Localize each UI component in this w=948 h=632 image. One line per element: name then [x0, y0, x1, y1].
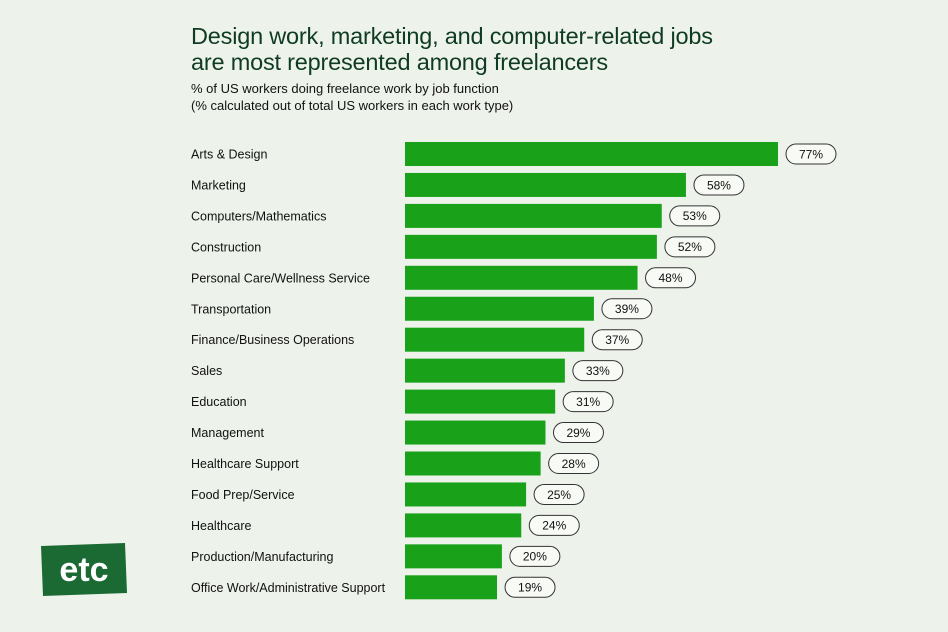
bar — [405, 327, 585, 352]
value-label: 58% — [707, 178, 731, 192]
value-pill — [669, 205, 721, 227]
value-pill — [664, 236, 716, 258]
chart-title-line-1: Design work, marketing, and computer-rel… — [191, 23, 713, 49]
bar — [405, 234, 657, 259]
value-pill — [645, 267, 697, 289]
value-label: 37% — [605, 333, 629, 347]
bar — [405, 544, 502, 569]
value-label: 25% — [547, 488, 571, 502]
bar — [405, 265, 638, 290]
value-pill — [785, 143, 837, 165]
chart-subtitle-line-2: (% calculated out of total US workers in… — [191, 98, 514, 113]
bar — [405, 389, 556, 414]
bar — [405, 172, 686, 197]
value-label: 39% — [615, 302, 639, 316]
bar — [405, 142, 778, 166]
category-label: Management — [191, 426, 264, 440]
category-label: Finance/Business Operations — [191, 333, 354, 347]
category-label: Education — [191, 395, 247, 409]
value-label: 52% — [678, 240, 702, 254]
category-label: Computers/Mathematics — [191, 209, 326, 223]
value-label: 20% — [523, 550, 547, 564]
value-pill — [504, 576, 556, 598]
chart-title-line-2: are most represented among freelancers — [191, 49, 608, 75]
category-label: Healthcare Support — [191, 457, 299, 471]
value-label: 29% — [566, 426, 590, 440]
value-label: 28% — [562, 457, 586, 471]
bar — [405, 575, 498, 600]
etc-logo: etc — [41, 543, 127, 596]
bar — [405, 482, 527, 507]
value-pill — [562, 391, 614, 413]
category-label: Sales — [191, 364, 222, 378]
value-pill — [533, 483, 585, 505]
category-label: Personal Care/Wellness Service — [191, 271, 370, 285]
category-label: Office Work/Administrative Support — [191, 581, 386, 595]
value-label: 53% — [683, 209, 707, 223]
chart-title: Design work, marketing, and computer-rel… — [191, 23, 831, 75]
logo-text: etc — [59, 551, 108, 589]
value-pill — [693, 174, 745, 196]
chart-subtitle-line-1: % of US workers doing freelance work by … — [191, 81, 499, 96]
value-label: 31% — [576, 395, 600, 409]
bar — [405, 203, 662, 228]
bar — [405, 296, 594, 321]
bar — [405, 451, 541, 476]
value-pill — [528, 514, 580, 536]
value-pill — [509, 545, 561, 567]
category-label: Arts & Design — [191, 148, 267, 162]
category-label: Transportation — [191, 302, 271, 316]
value-pill — [552, 422, 604, 444]
bar — [405, 513, 522, 538]
value-label: 48% — [659, 271, 683, 285]
value-label: 33% — [586, 364, 610, 378]
chart-subtitle: % of US workers doing freelance work by … — [191, 80, 791, 114]
value-label: 77% — [799, 147, 823, 161]
logo-background — [41, 543, 127, 596]
category-label: Construction — [191, 240, 261, 254]
value-pill — [591, 329, 643, 351]
value-pill — [572, 360, 624, 382]
category-label: Healthcare — [191, 519, 251, 533]
value-label: 19% — [518, 581, 542, 595]
bar — [405, 358, 565, 383]
category-label: Food Prep/Service — [191, 488, 295, 502]
value-pill — [601, 298, 653, 320]
bar — [405, 420, 546, 445]
category-label: Marketing — [191, 178, 246, 192]
category-label: Production/Manufacturing — [191, 550, 333, 564]
value-pill — [548, 453, 600, 474]
value-label: 24% — [542, 519, 566, 533]
